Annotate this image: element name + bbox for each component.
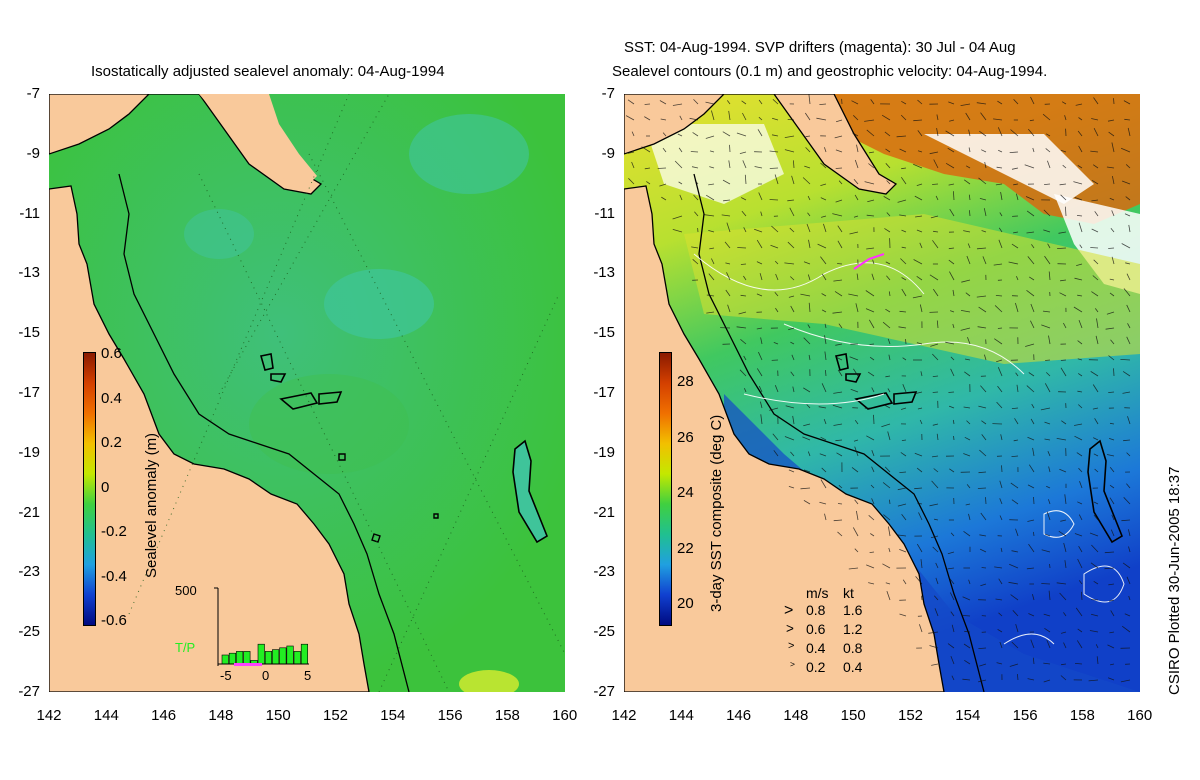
y-tick-label: -13: [593, 264, 615, 282]
y-tick-label: -7: [26, 85, 40, 102]
velocity-legend-kt: 0.4: [843, 659, 863, 675]
histogram-bar: [300, 643, 308, 665]
histogram-bar: [286, 645, 294, 665]
right-map-title-line2: Sealevel contours (0.1 m) and geostrophi…: [612, 63, 1048, 80]
x-tick-label: 142: [36, 707, 62, 724]
x-tick-label: 148: [783, 707, 809, 724]
histogram-legend-label: T/P: [175, 640, 196, 655]
colorbar-tick-label: 0.4: [101, 389, 122, 407]
x-tick-label: 146: [726, 707, 752, 724]
y-tick-label: -27: [593, 683, 615, 700]
histogram-x-tick: 0: [262, 668, 270, 683]
drifter-track: [853, 253, 885, 270]
velocity-legend-ms: 0.6: [806, 621, 826, 637]
x-tick-label: 158: [1069, 707, 1095, 724]
y-tick-label: -9: [26, 144, 40, 162]
sst-map[interactable]: [624, 94, 1140, 692]
histogram-bar: [279, 647, 287, 665]
x-tick-label: 156: [1012, 707, 1038, 724]
histogram: [214, 587, 309, 666]
histogram-x-tick: 5: [304, 668, 312, 683]
colorbar-tick-label: -0.4: [101, 567, 127, 585]
y-tick-label: -19: [593, 443, 615, 461]
histogram-count-label: 500: [175, 583, 197, 598]
y-tick-label: -9: [601, 144, 615, 162]
x-tick-label: 154: [380, 707, 406, 724]
x-tick-label: 154: [955, 707, 981, 724]
velocity-legend-header-ms: m/s: [806, 585, 829, 601]
left-colorbar: [83, 352, 96, 626]
y-tick-label: -27: [18, 683, 40, 700]
histogram-bar: [243, 651, 251, 665]
colorbar-tick-label: 0.2: [101, 434, 122, 451]
y-tick-label: -23: [18, 563, 40, 581]
x-tick-label: 152: [322, 707, 349, 724]
velocity-legend-kt: 1.6: [843, 602, 863, 618]
y-tick-label: -25: [593, 623, 615, 641]
colorbar-tick-label: 20: [677, 595, 694, 612]
velocity-legend-arrow-icon: >: [784, 602, 794, 619]
right-map-title-line1: SST: 04-Aug-1994. SVP drifters (magenta)…: [624, 39, 1016, 56]
histogram-bar: [257, 643, 265, 665]
y-tick-label: -13: [18, 264, 40, 282]
velocity-legend-kt: 1.2: [843, 621, 863, 637]
y-tick-label: -11: [594, 204, 615, 222]
x-tick-label: 146: [151, 707, 177, 724]
velocity-legend-ms: 0.8: [806, 602, 826, 618]
x-tick-label: 150: [265, 707, 291, 724]
right-colorbar: [659, 352, 672, 626]
colorbar-tick-label: 26: [677, 428, 694, 446]
colorbar-tick-label: 0: [101, 478, 110, 496]
velocity-legend-ms: 0.4: [806, 640, 826, 656]
y-tick-label: -21: [593, 503, 615, 521]
x-tick-label: 160: [1127, 707, 1153, 724]
x-tick-label: 144: [93, 707, 119, 724]
colorbar-tick-label: 0.6: [101, 345, 122, 362]
x-tick-label: 160: [552, 707, 578, 724]
histogram-bar: [272, 649, 280, 665]
colorbar-tick-label: 28: [677, 373, 694, 390]
x-tick-label: 152: [897, 707, 924, 724]
y-tick-label: -17: [593, 384, 615, 401]
left-map-title: Isostatically adjusted sealevel anomaly:…: [91, 63, 445, 80]
sealevel-anomaly-map[interactable]: [49, 94, 565, 692]
x-tick-label: 144: [668, 707, 694, 724]
y-tick-label: -25: [18, 623, 40, 641]
y-tick-label: -7: [601, 85, 615, 102]
australia-landmass: [49, 185, 370, 692]
velocity-legend-header-kt: kt: [843, 585, 854, 601]
plot-credit: CSIRO Plotted 30-Jun-2005 18:37: [1166, 466, 1183, 695]
left-colorbar-label: Sealevel anomaly (m): [143, 432, 160, 578]
histogram-bar: [228, 652, 236, 665]
y-tick-label: -11: [19, 204, 40, 222]
y-tick-label: -21: [18, 503, 40, 521]
histogram-bar: [293, 651, 301, 665]
velocity-legend-arrow-icon: >: [786, 621, 794, 636]
x-tick-label: 148: [208, 707, 234, 724]
y-tick-label: -23: [593, 563, 615, 581]
velocity-legend-ms: 0.2: [806, 659, 826, 675]
colorbar-tick-label: 22: [677, 539, 694, 557]
x-tick-label: 158: [494, 707, 520, 724]
right-colorbar-label: 3-day SST composite (deg C): [708, 414, 725, 612]
x-tick-label: 150: [840, 707, 866, 724]
y-tick-label: -15: [593, 324, 615, 342]
colorbar-tick-label: -0.2: [101, 523, 127, 540]
histogram-bar: [264, 651, 273, 665]
histogram-x-tick: -5: [220, 668, 232, 683]
x-tick-label: 156: [437, 707, 463, 724]
x-tick-label: 142: [611, 707, 637, 724]
velocity-legend-kt: 0.8: [843, 640, 863, 656]
colorbar-tick-label: -0.6: [101, 612, 127, 629]
colorbar-tick-label: 24: [677, 484, 694, 501]
y-tick-label: -19: [18, 443, 40, 461]
velocity-legend-arrow-icon: >: [788, 640, 795, 652]
histogram-bar: [236, 651, 244, 665]
y-tick-label: -15: [18, 324, 40, 342]
y-tick-label: -17: [18, 384, 40, 401]
histogram-bar: [221, 654, 229, 665]
velocity-legend-arrow-icon: >: [790, 659, 795, 669]
